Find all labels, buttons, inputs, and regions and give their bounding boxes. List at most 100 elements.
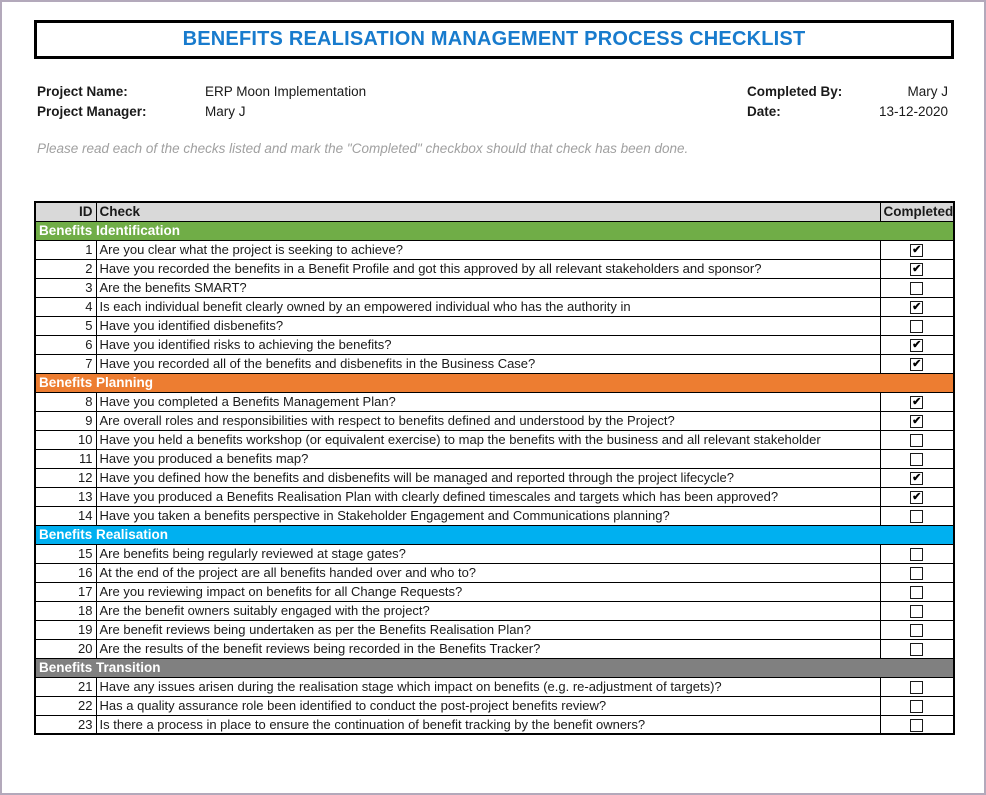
- checklist-row: 10 Have you held a benefits workshop (or …: [34, 429, 955, 450]
- checklist-row: 21 Have any issues arisen during the real…: [34, 676, 955, 697]
- completed-checkbox[interactable]: [910, 453, 924, 467]
- check-text: Are benefit reviews being undertaken as …: [95, 619, 881, 640]
- completed-cell: [879, 315, 955, 336]
- check-id: 13: [34, 486, 97, 507]
- completed-cell: [879, 429, 955, 450]
- completed-checkbox-checked[interactable]: ✔: [910, 244, 924, 258]
- check-text: Are the benefit owners suitably engaged …: [95, 600, 881, 621]
- check-text: Have any issues arisen during the realis…: [95, 676, 881, 697]
- checklist-row: 20 Are the results of the benefit reviews…: [34, 638, 955, 659]
- section-title: Benefits Planning: [34, 372, 955, 393]
- check-id: 15: [34, 543, 97, 564]
- section-header-row: Benefits Realisation: [34, 524, 955, 545]
- completed-checkbox-checked[interactable]: ✔: [910, 491, 924, 505]
- check-id: 8: [34, 391, 97, 412]
- checklist-row: 15 Are benefits being regularly reviewed …: [34, 543, 955, 564]
- completed-checkbox[interactable]: [910, 718, 924, 732]
- check-text: Are overall roles and responsibilities w…: [95, 410, 881, 431]
- completed-checkbox[interactable]: [910, 624, 924, 638]
- completed-cell: [879, 638, 955, 659]
- checklist-row: 22 Has a quality assurance role been iden…: [34, 695, 955, 716]
- completed-cell: ✔: [879, 486, 955, 507]
- project-name-value: ERP Moon Implementation: [205, 84, 367, 99]
- check-text: Have you produced a benefits map?: [95, 448, 881, 469]
- completed-checkbox[interactable]: [910, 605, 924, 619]
- completed-checkbox-checked[interactable]: ✔: [910, 358, 924, 372]
- checklist-row: 7 Have you recorded all of the benefits a…: [34, 353, 955, 374]
- table-header-row: ID Check Completed: [34, 201, 955, 222]
- checklist-row: 12 Have you defined how the benefits and …: [34, 467, 955, 488]
- section-header-row: Benefits Transition: [34, 657, 955, 678]
- checklist-body: Benefits Identification 1 Are you clear wh…: [34, 220, 955, 735]
- completed-checkbox[interactable]: [910, 510, 924, 524]
- completed-cell: [879, 600, 955, 621]
- completed-checkbox-checked[interactable]: ✔: [910, 396, 924, 410]
- checklist-row: 11 Have you produced a benefits map?: [34, 448, 955, 469]
- check-id: 10: [34, 429, 97, 450]
- section-title: Benefits Transition: [34, 657, 955, 678]
- section-header-row: Benefits Planning: [34, 372, 955, 393]
- completed-cell: [879, 562, 955, 583]
- completed-cell: ✔: [879, 258, 955, 279]
- checklist-row: 4 Is each individual benefit clearly owne…: [34, 296, 955, 317]
- check-id: 4: [34, 296, 97, 317]
- completed-checkbox[interactable]: [910, 434, 924, 448]
- check-id: 20: [34, 638, 97, 659]
- completed-checkbox-checked[interactable]: ✔: [910, 263, 924, 277]
- check-text: Is there a process in place to ensure th…: [95, 714, 881, 735]
- completed-by-label: Completed By:: [747, 84, 843, 99]
- check-text: Have you completed a Benefits Management…: [95, 391, 881, 412]
- completed-checkbox[interactable]: [910, 681, 924, 695]
- completed-cell: ✔: [879, 391, 955, 412]
- check-text: Have you recorded all of the benefits an…: [95, 353, 881, 374]
- check-text: Have you identified risks to achieving t…: [95, 334, 881, 355]
- completed-cell: [879, 714, 955, 735]
- check-text: Have you taken a benefits perspective in…: [95, 505, 881, 526]
- check-text: Are the benefits SMART?: [95, 277, 881, 298]
- check-id: 17: [34, 581, 97, 602]
- check-text: At the end of the project are all benefi…: [95, 562, 881, 583]
- completed-cell: ✔: [879, 467, 955, 488]
- checklist-row: 2 Have you recorded the benefits in a Ben…: [34, 258, 955, 279]
- checklist-row: 1 Are you clear what the project is seeki…: [34, 239, 955, 260]
- checklist-row: 5 Have you identified disbenefits?: [34, 315, 955, 336]
- check-id: 6: [34, 334, 97, 355]
- check-id: 23: [34, 714, 97, 735]
- completed-checkbox[interactable]: [910, 586, 924, 600]
- completed-checkbox[interactable]: [910, 282, 924, 296]
- checklist-row: 8 Have you completed a Benefits Managemen…: [34, 391, 955, 412]
- completed-checkbox-checked[interactable]: ✔: [910, 301, 924, 315]
- check-text: Have you held a benefits workshop (or eq…: [95, 429, 881, 450]
- check-text: Are you reviewing impact on benefits for…: [95, 581, 881, 602]
- check-id: 21: [34, 676, 97, 697]
- title-banner: BENEFITS REALISATION MANAGEMENT PROCESS …: [34, 20, 954, 59]
- check-id: 7: [34, 353, 97, 374]
- completed-checkbox[interactable]: [910, 548, 924, 562]
- page-title: BENEFITS REALISATION MANAGEMENT PROCESS …: [182, 28, 806, 50]
- column-header-id: ID: [34, 201, 97, 222]
- check-id: 12: [34, 467, 97, 488]
- check-id: 19: [34, 619, 97, 640]
- date-value: 13-12-2020: [878, 104, 948, 119]
- check-id: 11: [34, 448, 97, 469]
- completed-cell: ✔: [879, 296, 955, 317]
- completed-checkbox-checked[interactable]: ✔: [910, 472, 924, 486]
- check-id: 14: [34, 505, 97, 526]
- completed-checkbox[interactable]: [910, 320, 924, 334]
- checklist-row: 13 Have you produced a Benefits Realisati…: [34, 486, 955, 507]
- completed-checkbox-checked[interactable]: ✔: [910, 339, 924, 353]
- completed-cell: [879, 277, 955, 298]
- completed-checkbox-checked[interactable]: ✔: [910, 415, 924, 429]
- completed-checkbox[interactable]: [910, 700, 924, 714]
- checklist-row: 14 Have you taken a benefits perspective …: [34, 505, 955, 526]
- checklist-row: 16 At the end of the project are all bene…: [34, 562, 955, 583]
- checklist-row: 17 Are you reviewing impact on benefits f…: [34, 581, 955, 602]
- completed-checkbox[interactable]: [910, 567, 924, 581]
- check-text: Are the results of the benefit reviews b…: [95, 638, 881, 659]
- column-header-completed: Completed: [879, 201, 955, 222]
- completed-cell: [879, 619, 955, 640]
- instruction-text: Please read each of the checks listed an…: [37, 141, 689, 156]
- completed-cell: [879, 543, 955, 564]
- completed-checkbox[interactable]: [910, 643, 924, 657]
